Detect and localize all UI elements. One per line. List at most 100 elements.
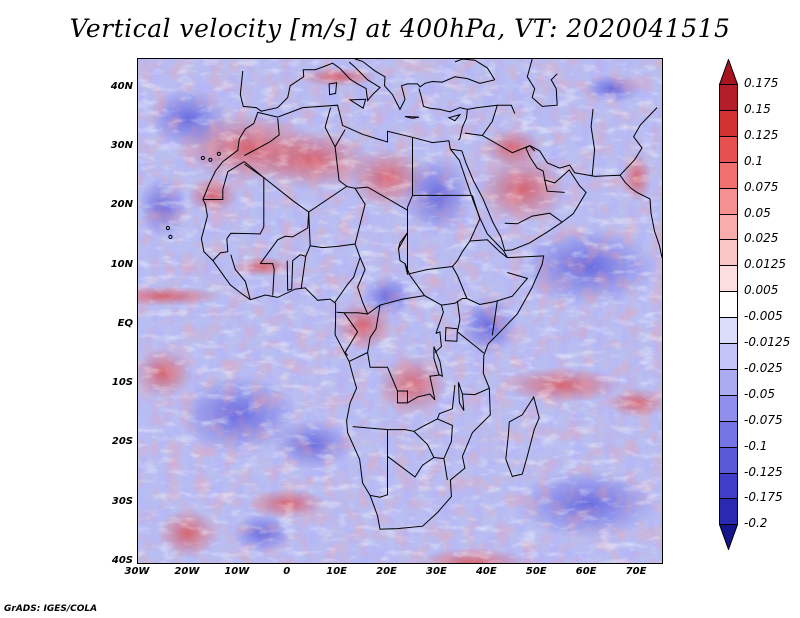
sardinia-coastline <box>328 82 338 96</box>
country-border <box>590 108 596 177</box>
country-border <box>334 257 361 303</box>
lon-label: 70E <box>625 566 647 577</box>
country-border <box>434 331 442 353</box>
map-title: Vertical velocity [m/s] at 400hPa, VT: 2… <box>69 14 731 43</box>
colorbar-label: 0.15 <box>744 101 771 116</box>
colorbar-label: 0.025 <box>744 231 779 246</box>
lat-label: 30S <box>111 495 133 507</box>
colorbar-tick <box>719 187 738 189</box>
lon-label: 40E <box>475 566 497 577</box>
country-border <box>397 391 408 404</box>
vertical-velocity-map <box>137 58 663 564</box>
country-border <box>230 254 251 300</box>
colorbar-swatch <box>719 187 738 214</box>
country-border <box>471 195 481 220</box>
colorbar-swatch <box>719 472 738 499</box>
country-border <box>387 455 448 481</box>
colorbar-tick <box>719 109 738 111</box>
lon-label: 20W <box>174 566 200 577</box>
colorbar-swatch <box>719 84 738 111</box>
colorbar-swatch <box>719 446 738 473</box>
cyprus-coastline <box>447 113 462 122</box>
country-border <box>467 104 498 110</box>
country-border <box>259 211 310 264</box>
colorbar-swatch <box>719 291 738 318</box>
country-border <box>343 312 359 356</box>
colorbar-tick <box>719 291 738 293</box>
island <box>165 225 171 231</box>
colorbar-swatch <box>719 109 738 137</box>
island <box>216 151 221 156</box>
country-border <box>413 431 435 458</box>
country-border <box>308 188 366 249</box>
colorbar-swatch <box>719 394 738 422</box>
colorbar-label: 0.05 <box>744 205 771 220</box>
country-border <box>619 107 658 176</box>
colorbar-swatch <box>719 498 738 525</box>
colorbar-tick <box>719 524 738 526</box>
lat-label: 40S <box>111 555 133 566</box>
europe-coastline-east <box>354 59 495 111</box>
colorbar-tick <box>719 446 738 448</box>
country-border <box>422 418 453 459</box>
colorbar-label: 0.005 <box>744 283 779 298</box>
colorbar-bottom-arrow <box>719 524 738 551</box>
country-border <box>324 107 346 148</box>
madagascar-coastline <box>505 395 540 477</box>
country-border <box>462 387 490 396</box>
map-canvas <box>138 59 662 563</box>
country-border <box>212 238 229 261</box>
colorbar-tick <box>719 84 738 85</box>
colorbar-label: 0.1 <box>744 153 764 168</box>
lake-tanganyika <box>433 346 444 378</box>
lat-label: 20S <box>111 436 133 448</box>
lon-label: 10E <box>326 566 347 577</box>
colorbar-tick <box>719 213 738 215</box>
colorbar-tick <box>719 265 738 267</box>
colorbar-label: -0.05 <box>744 386 776 401</box>
colorbar-tick <box>719 343 738 344</box>
country-border <box>202 161 245 200</box>
sicily-coastline <box>348 98 367 109</box>
caspian-coastline <box>526 59 558 107</box>
island <box>208 157 213 162</box>
grads-credit: GrADS: IGES/COLA <box>4 604 98 614</box>
colorbar-label: 0.125 <box>744 127 779 142</box>
country-border <box>481 104 516 136</box>
island <box>168 234 173 239</box>
country-border <box>336 311 368 315</box>
country-border <box>441 298 467 306</box>
country-border <box>404 263 453 275</box>
colorbar-tick <box>719 472 738 474</box>
country-border <box>260 263 275 296</box>
country-border <box>497 272 529 302</box>
lake-victoria <box>444 327 458 342</box>
lat-label: 20N <box>110 199 133 211</box>
africa-coastline <box>200 104 545 530</box>
country-border <box>398 210 408 249</box>
country-border <box>469 239 508 258</box>
country-border <box>348 305 381 362</box>
colorbar-tick <box>719 394 738 396</box>
colorbar-top-arrow <box>719 59 738 85</box>
crete-coastline <box>404 116 420 119</box>
country-border <box>226 163 265 239</box>
colorbar-tick <box>719 368 738 370</box>
country-border <box>334 146 348 187</box>
colorbar-label: 0.175 <box>744 76 779 90</box>
lat-label: 30N <box>110 139 133 151</box>
colorbar-tick <box>719 498 738 500</box>
colorbar-label: -0.2 <box>744 516 768 531</box>
colorbar-swatch <box>719 213 738 240</box>
colorbar-swatch <box>719 239 738 266</box>
colorbar-label: -0.0125 <box>744 335 791 349</box>
black-sea-coastline <box>454 59 496 81</box>
colorbar-tick <box>719 239 738 241</box>
colorbar-tick <box>719 161 738 163</box>
colorbar-swatch <box>719 265 738 292</box>
country-border <box>244 118 280 157</box>
asia-coastline <box>529 145 662 258</box>
arabia-coastline <box>450 145 587 252</box>
country-border <box>466 298 498 336</box>
lon-label: 20E <box>376 566 397 577</box>
